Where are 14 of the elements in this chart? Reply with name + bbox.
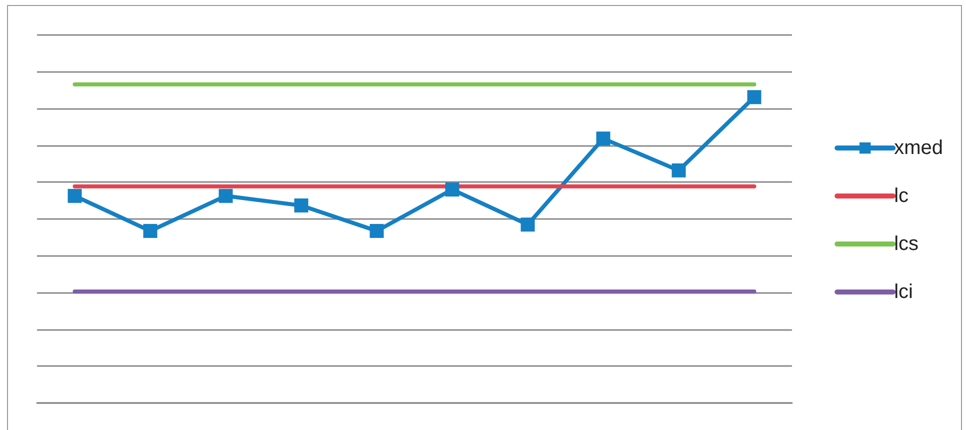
legend-label: lci [894,281,913,303]
point [370,224,384,238]
legend-label: xmed [894,137,943,159]
point [143,224,158,238]
point [445,182,460,197]
legend-label: lc [894,185,909,207]
point [596,132,610,146]
point [747,90,762,104]
point [68,188,82,203]
point [294,198,308,212]
point [218,188,233,203]
point [520,218,535,232]
point [672,163,686,178]
legend-label: lcs [894,233,919,255]
